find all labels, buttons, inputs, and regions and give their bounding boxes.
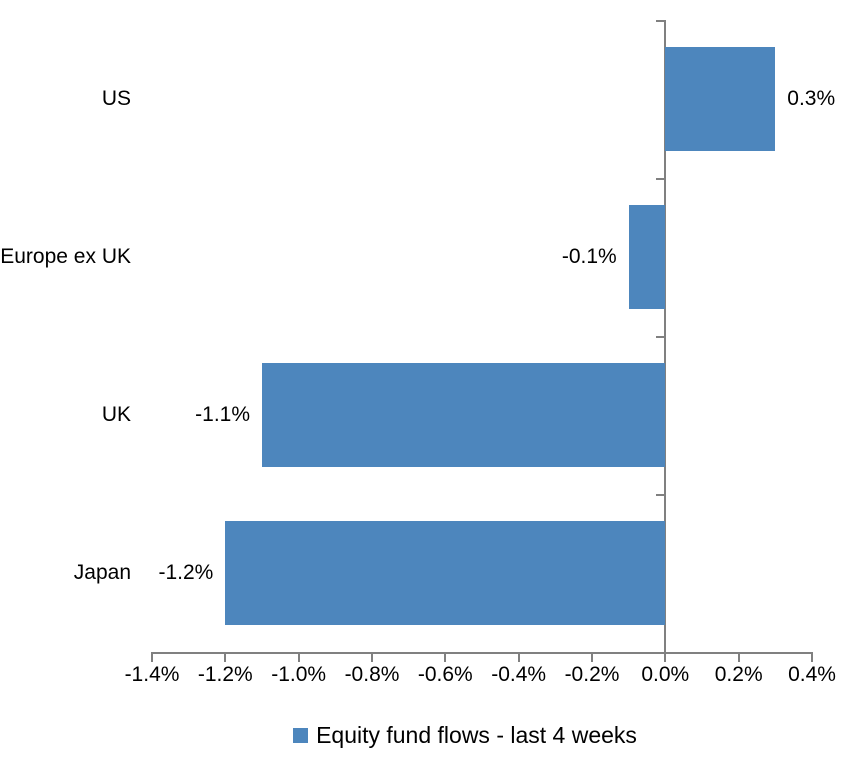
x-tick-label: -0.2% (564, 663, 620, 686)
x-tick-label: 0.4% (788, 663, 836, 686)
x-tick-mark (297, 652, 300, 662)
data-label-us: 0.3% (787, 87, 836, 110)
category-label-europe-ex-uk: Europe ex UK (0, 245, 131, 268)
x-tick-mark (517, 652, 520, 662)
x-tick-mark (591, 652, 593, 662)
x-tick-label: 0.2% (714, 663, 763, 686)
legend: Equity fund flows - last 4 weeks (78, 720, 852, 750)
bar-japan (225, 521, 666, 625)
bar-us (665, 47, 776, 151)
category-label-us: US (101, 87, 131, 110)
bar-uk (262, 363, 666, 467)
legend-series-label: Equity fund flows - last 4 weeks (316, 722, 637, 748)
x-tick-label: -0.4% (491, 663, 547, 686)
x-tick-label: -1.0% (271, 663, 327, 686)
category-label-uk: UK (101, 403, 131, 426)
x-tick-mark (224, 652, 227, 662)
x-tick-mark (664, 652, 667, 662)
x-tick-mark (151, 652, 153, 662)
category-label-japan: Japan (73, 561, 131, 584)
x-tick-label: -0.8% (344, 663, 400, 686)
x-tick-mark (737, 652, 740, 662)
x-tick-mark (444, 652, 447, 662)
category-axis-tick-mark (656, 494, 666, 496)
x-tick-label: -0.6% (417, 663, 473, 686)
category-axis-tick-mark (656, 336, 666, 338)
legend-color-swatch-icon (293, 727, 309, 743)
x-axis-line (152, 652, 813, 654)
x-tick-label: -1.2% (197, 663, 253, 686)
category-axis-tick-mark (656, 20, 666, 22)
data-label-uk: -1.1% (195, 403, 250, 426)
category-axis-tick-mark (656, 652, 666, 654)
x-tick-mark (811, 652, 813, 662)
data-label-europe-ex-uk: -0.1% (561, 245, 617, 268)
x-tick-label: -1.4% (124, 663, 180, 686)
category-axis-tick-mark (656, 178, 666, 180)
bar-europe-ex-uk (628, 205, 666, 309)
x-tick-mark (371, 652, 373, 662)
x-tick-label: 0.0% (641, 663, 690, 686)
data-label-japan: -1.2% (158, 561, 214, 584)
